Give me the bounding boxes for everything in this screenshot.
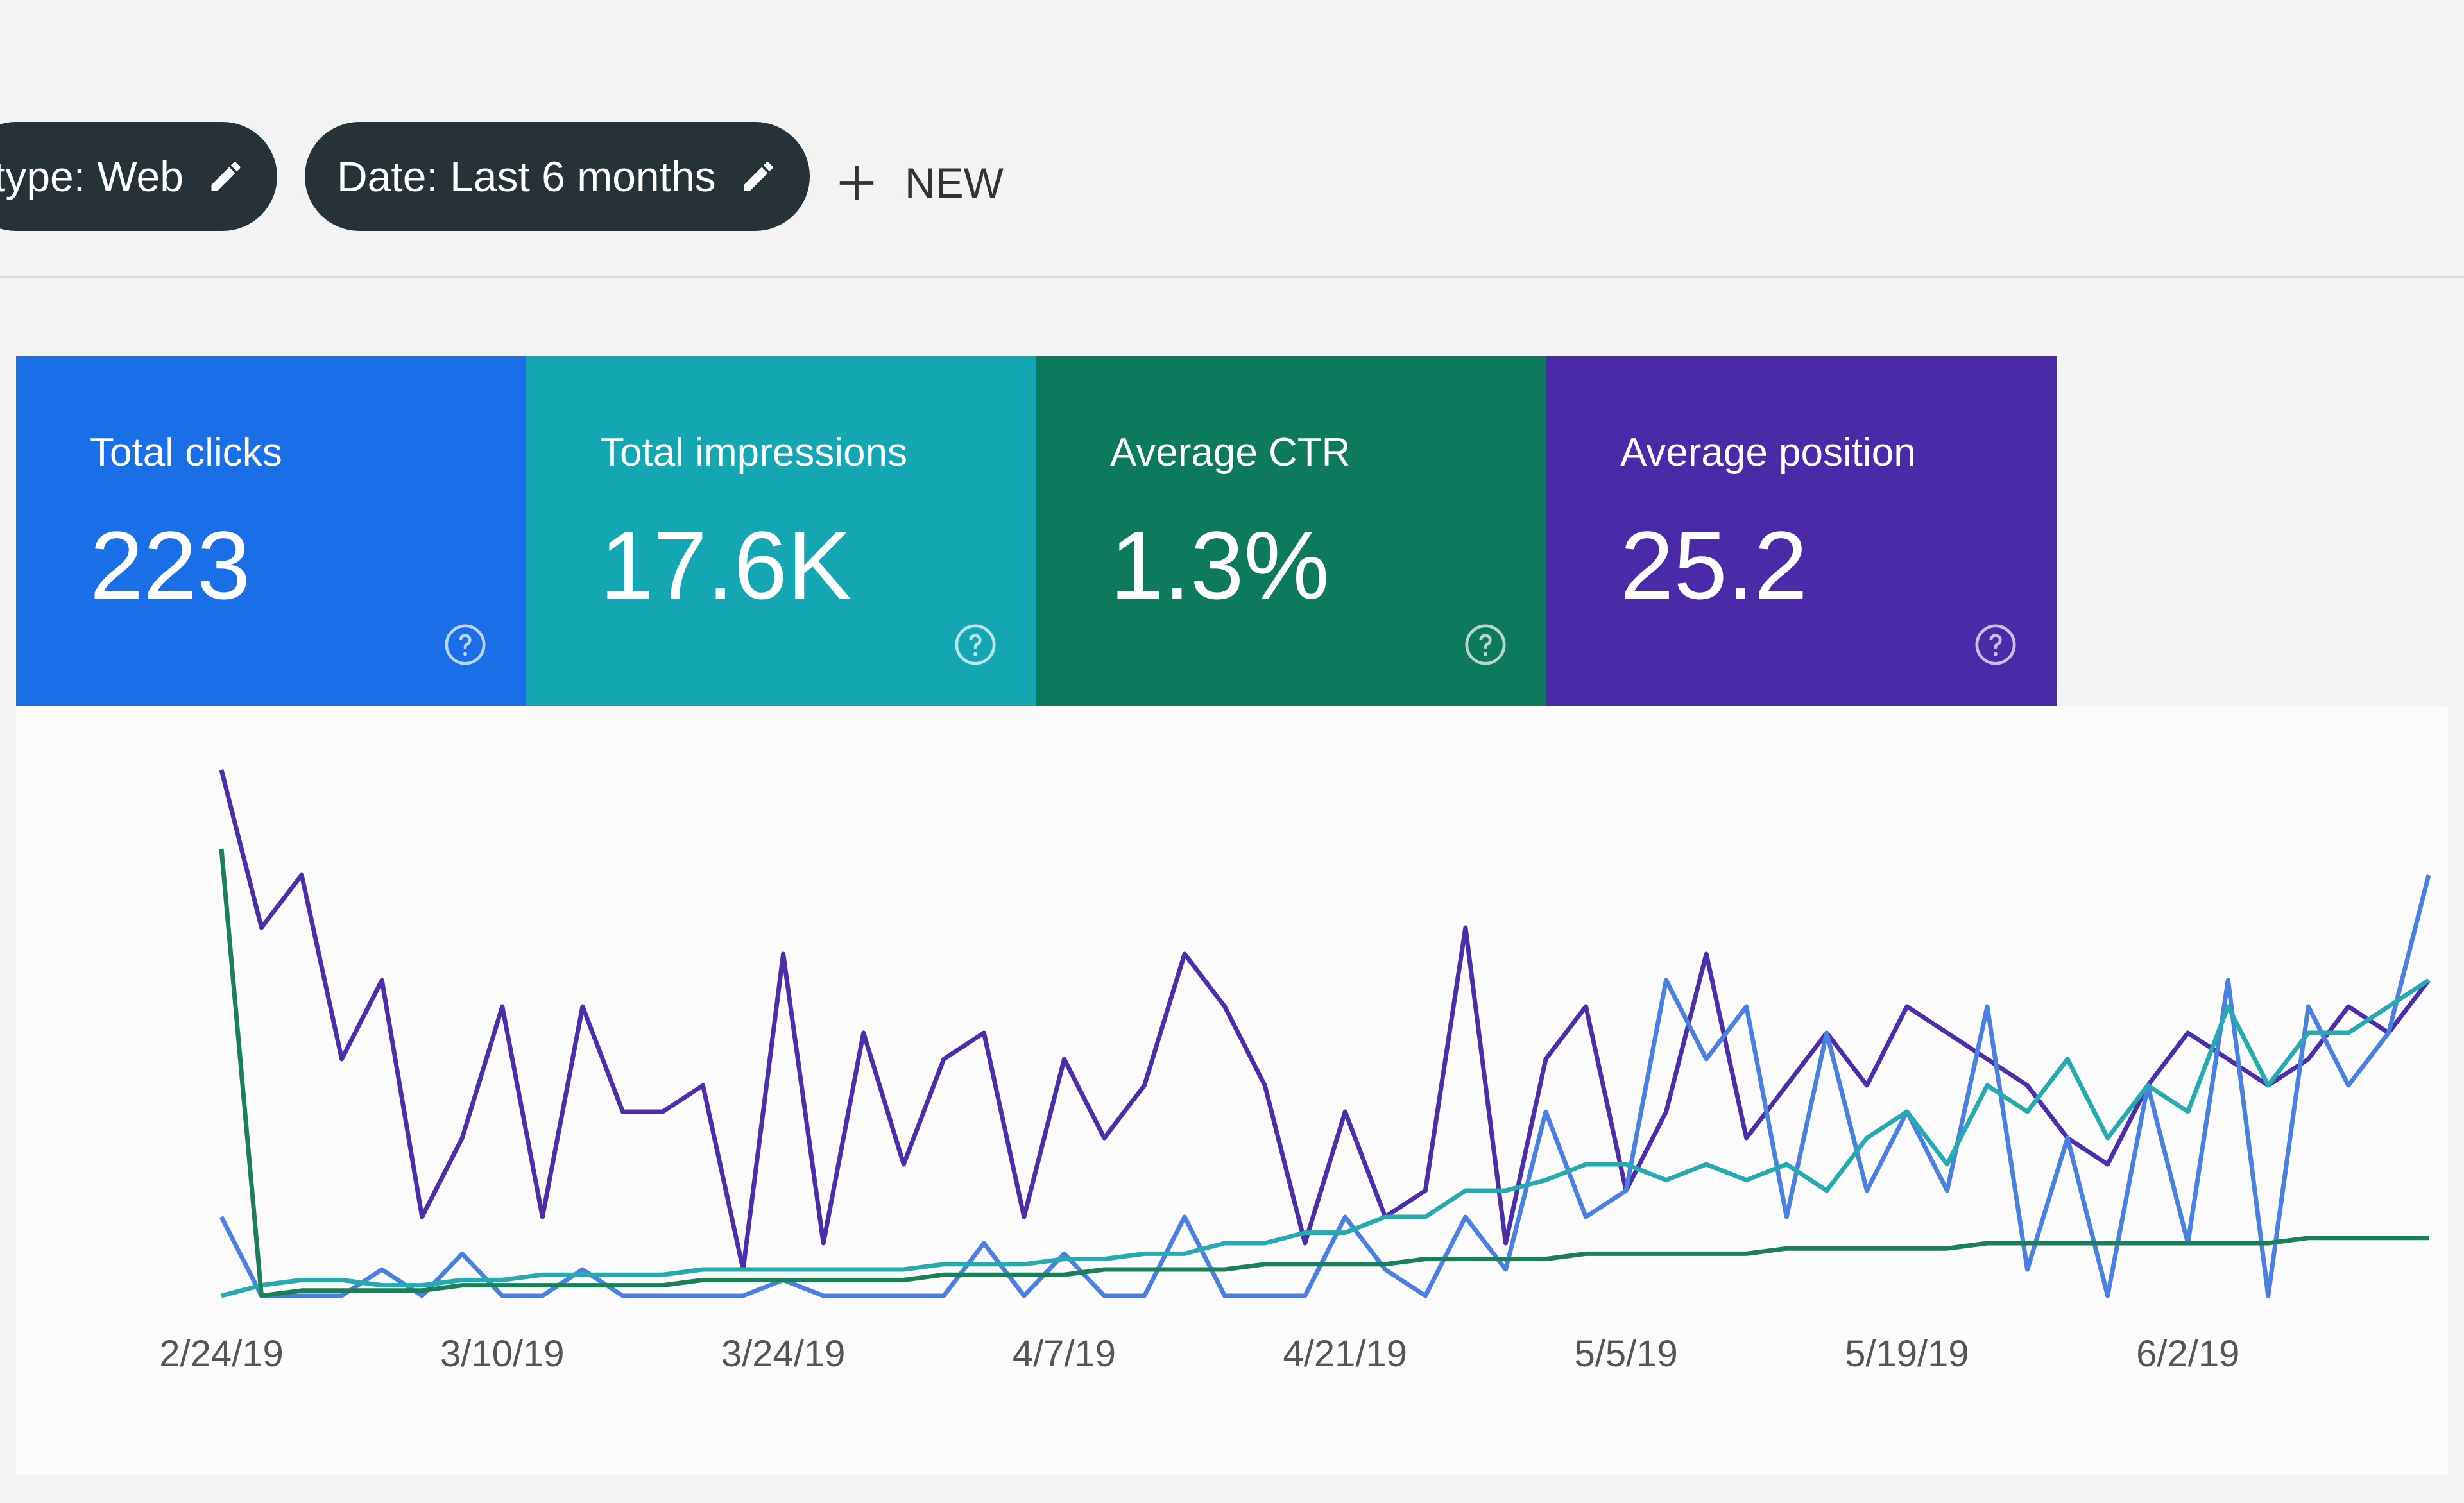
x-tick-label: 6/2/19	[2136, 1333, 2239, 1375]
metric-value: 223	[90, 511, 251, 619]
x-tick-label: 2/24/19	[159, 1333, 284, 1375]
metric-value: 17.6K	[600, 511, 851, 619]
series-line	[219, 769, 2431, 1272]
help-icon[interactable]	[953, 622, 998, 667]
series-line	[221, 978, 2430, 1298]
metric-value: 1.3%	[1110, 511, 1330, 619]
x-tick-label: 3/24/19	[721, 1333, 846, 1375]
x-tick-label: 5/5/19	[1574, 1333, 1677, 1375]
x-tick-label: 4/7/19	[1013, 1333, 1116, 1375]
edit-icon	[744, 162, 773, 191]
chart: 2/24/19 3/10/19 3/24/19 4/7/19 4/21/19 5/5/19…	[159, 769, 2431, 1375]
filter-chip[interactable]: Date: Last 6 months	[305, 122, 810, 231]
plus-icon	[839, 166, 874, 200]
metric-label: Total clicks	[90, 430, 282, 475]
metric-card[interactable]: Average position 25.2	[1546, 356, 2057, 706]
help-icon[interactable]	[1463, 622, 1508, 667]
filter-chip[interactable]: type: Web	[0, 122, 277, 231]
metric-cards: Total clicks 223 Total impressions 17.6K Ave…	[16, 356, 2057, 706]
metric-label: Average position	[1620, 430, 1916, 475]
metric-label: Average CTR	[1110, 430, 1351, 475]
chart-panel: 2/24/19 3/10/19 3/24/19 4/7/19 4/21/19 5/5/19…	[16, 706, 2448, 1475]
metric-card[interactable]: Average CTR 1.3%	[1036, 356, 1546, 706]
x-tick-label: 5/19/19	[1845, 1333, 1969, 1375]
x-tick-label: 3/10/19	[440, 1333, 565, 1375]
metric-card[interactable]: Total impressions 17.6K	[526, 356, 1036, 706]
help-icon[interactable]	[1973, 622, 2018, 667]
series-line	[219, 848, 2429, 1298]
new-label: NEW	[905, 159, 1004, 207]
chip-label: type: Web	[0, 153, 184, 200]
metric-card[interactable]: Total clicks 223	[16, 356, 526, 706]
chip-label: Date: Last 6 months	[337, 153, 716, 200]
x-tick-label: 4/21/19	[1283, 1333, 1408, 1375]
toolbar: type: Web Date: Last 6 months NEW	[0, 0, 2464, 278]
metric-value: 25.2	[1620, 511, 1808, 619]
help-icon[interactable]	[443, 622, 488, 667]
new-button[interactable]: NEW	[834, 148, 1004, 218]
metric-label: Total impressions	[600, 430, 907, 475]
edit-icon	[211, 162, 241, 191]
